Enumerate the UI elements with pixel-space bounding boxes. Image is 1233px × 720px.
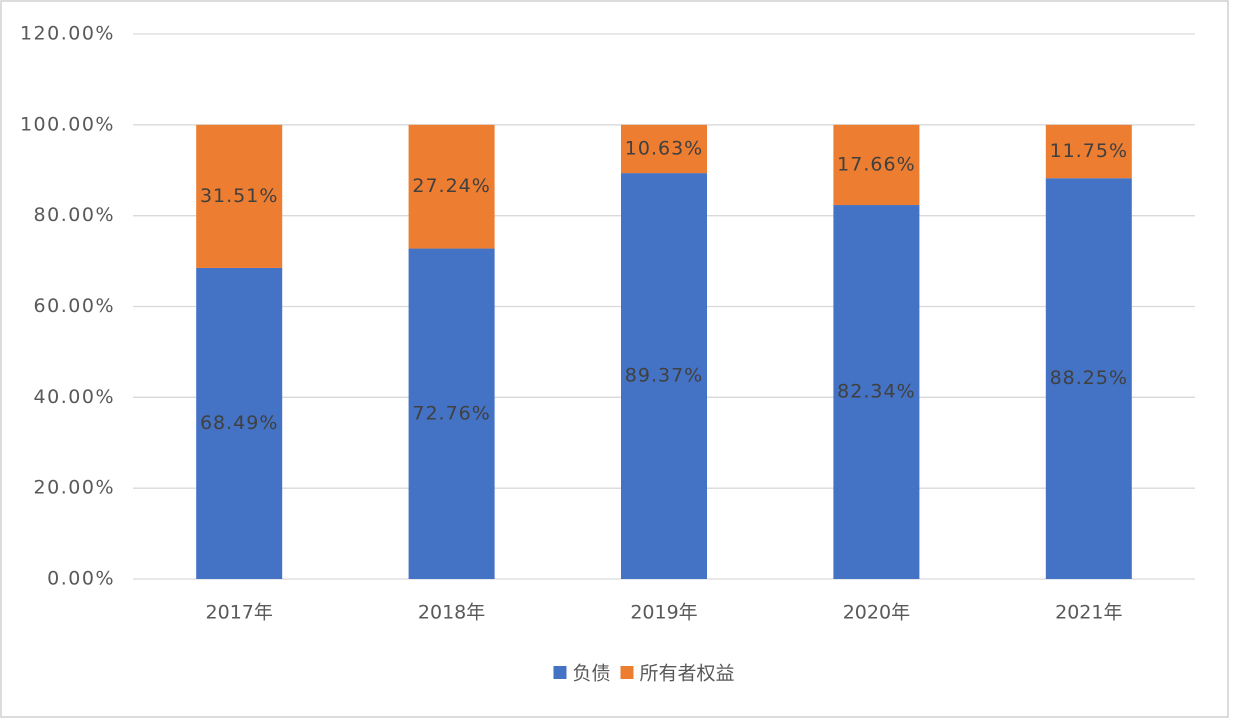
bar-segment <box>408 124 495 249</box>
legend-swatch <box>553 666 567 679</box>
y-tick-label: 80.00% <box>34 204 115 226</box>
x-tick-label: 2019年 <box>630 602 697 624</box>
data-label: 17.66% <box>837 153 915 175</box>
y-tick-label: 0.00% <box>47 568 115 590</box>
data-label: 89.37% <box>625 365 703 387</box>
y-tick-label: 100.00% <box>20 113 115 135</box>
bar-segment <box>833 205 920 579</box>
data-label: 82.34% <box>837 381 915 403</box>
data-label: 68.49% <box>200 412 278 434</box>
x-tick-label: 2020年 <box>843 602 910 624</box>
y-tick-label: 40.00% <box>34 386 115 408</box>
legend-label: 负债 <box>572 663 610 685</box>
bar-segment <box>621 124 707 174</box>
data-label: 11.75% <box>1050 140 1128 162</box>
bar-segment <box>621 173 707 579</box>
data-label: 10.63% <box>625 137 703 159</box>
bar-segment <box>1045 124 1132 179</box>
data-label: 88.25% <box>1050 367 1128 389</box>
y-tick-label: 120.00% <box>20 23 115 45</box>
bar-segment <box>833 124 920 206</box>
y-tick-label: 60.00% <box>34 295 115 317</box>
legend-swatch <box>620 666 634 679</box>
x-tick-label: 2017年 <box>206 602 273 624</box>
bar-segment <box>196 267 283 579</box>
data-label: 31.51% <box>200 185 278 207</box>
x-tick-label: 2021年 <box>1055 602 1122 624</box>
x-tick-label: 2018年 <box>418 602 485 624</box>
bar-segment <box>196 124 283 268</box>
bar-segment <box>408 248 495 579</box>
legend-label: 所有者权益 <box>640 663 735 685</box>
data-label: 72.76% <box>412 402 490 424</box>
y-tick-label: 20.00% <box>34 477 115 499</box>
data-label: 27.24% <box>412 175 490 197</box>
bar-segment <box>1045 178 1132 579</box>
